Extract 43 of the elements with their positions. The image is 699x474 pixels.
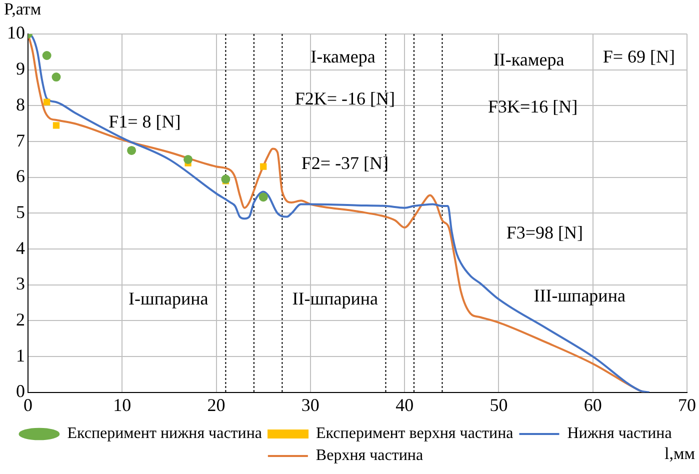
x-tick-label: 60: [584, 394, 602, 415]
point: [184, 154, 193, 164]
point: [44, 98, 50, 106]
annotation: I-камера: [310, 46, 376, 67]
y-tick-label: 8: [16, 94, 25, 114]
legend-label: Експеримент верхня частина: [316, 425, 514, 442]
point: [221, 174, 230, 184]
point: [260, 163, 267, 170]
annotation: F2K= -16 [N]: [294, 88, 396, 108]
x-tick-label: 70: [678, 394, 696, 415]
x-tick-label: 30: [301, 394, 320, 415]
annotation: F2= -37 [N]: [301, 153, 389, 174]
y-tick-label: 4: [16, 238, 25, 258]
x-tick-label: 40: [396, 394, 414, 415]
x-tick-label: 50: [490, 394, 508, 415]
x-axis-title: l,мм: [664, 444, 696, 463]
legend-label: Нижня частина: [567, 425, 672, 442]
y-tick-label: 2: [16, 309, 25, 330]
legend-label: Експеримент нижня частина: [67, 425, 262, 442]
annotation: F3=98 [N]: [506, 222, 583, 243]
annotation: III-шпарина: [534, 285, 626, 306]
y-tick-label: 7: [16, 130, 25, 150]
point: [52, 72, 61, 82]
y-tick-label: 0: [16, 381, 25, 402]
point: [52, 122, 60, 129]
y-tick-label: 10: [7, 22, 25, 43]
annotation: F1= 8 [N]: [108, 111, 181, 132]
point: [42, 51, 52, 60]
annotation: F= 69 [N]: [602, 46, 675, 67]
y-tick-label: 5: [16, 202, 25, 222]
y-tick-label: 6: [16, 166, 25, 186]
x-tick-label: 10: [113, 394, 132, 415]
annotation: II-камера: [493, 50, 564, 70]
annotation: II-шпарина: [292, 288, 378, 309]
annotation: I-шпарина: [128, 288, 208, 309]
point: [258, 192, 268, 202]
y-axis-title: P,атм: [4, 0, 42, 18]
y-tick-label: 9: [16, 58, 25, 79]
y-tick-label: 3: [16, 274, 25, 294]
y-tick-label: 1: [16, 345, 25, 366]
legend-label: Верхня частина: [316, 447, 424, 464]
annotation: F3K=16 [N]: [488, 96, 578, 117]
x-tick-label: 20: [207, 394, 226, 415]
